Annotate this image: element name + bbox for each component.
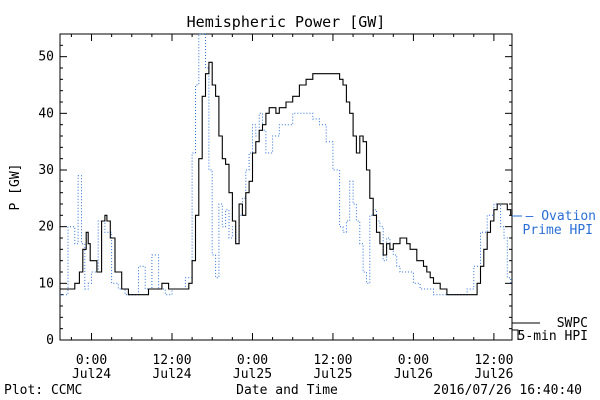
y-tick-label: 40 [38,106,54,121]
x-tick-label-time: 12:00 [152,353,191,368]
plot-frame [59,33,513,341]
y-axis-ticks: 0 10 20 30 40 50 [38,33,512,348]
legend-swpc-line1: SWPC [557,316,588,331]
x-tick-label-time: 0:00 [398,353,429,368]
y-tick-label: 30 [38,163,54,178]
footer-timestamp: 2016/07/26 16:40:40 [433,383,582,398]
x-tick-label-date: Jul25 [313,367,352,382]
series-line-swpc [60,61,512,296]
x-tick-label-date: Jul24 [152,367,191,382]
swpc-bracket-line [512,329,519,340]
series-line-ovation [60,33,512,296]
x-tick-label-date: Jul25 [233,367,272,382]
chart-title: Hemispheric Power [GW] [187,13,386,31]
x-tick-label-time: 0:00 [237,353,268,368]
x-axis-ticks: 0:00Jul2412:00Jul240:00Jul2512:00Jul250:… [70,34,513,382]
x-axis-label: Date and Time [236,383,338,398]
y-axis-label: P [GW] [8,164,23,211]
x-tick-label-date: Jul26 [394,367,433,382]
y-tick-label: 0 [46,333,54,348]
y-tick-label: 10 [38,276,54,291]
x-tick-label-time: 0:00 [76,353,107,368]
x-tick-label-date: Jul26 [474,367,513,382]
footer-plot-source: Plot: CCMC [4,383,82,398]
y-tick-label: 20 [38,220,54,235]
legend-swpc-line2: 5-min HPI [518,329,588,344]
legend-ovation-line2: Prime HPI [523,223,593,238]
x-tick-label-time: 12:00 [313,353,352,368]
legend-ovation-line1: — Ovation [526,209,596,224]
y-tick-label: 50 [38,50,54,65]
x-tick-label-time: 12:00 [474,353,513,368]
x-tick-label-date: Jul24 [72,367,111,382]
